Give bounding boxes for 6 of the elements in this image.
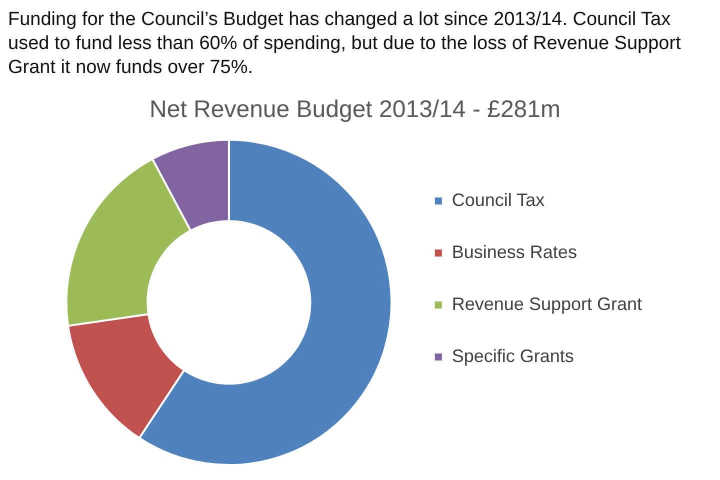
chart-title: Net Revenue Budget 2013/14 - £281m [150, 96, 560, 124]
legend-label: Specific Grants [452, 346, 574, 366]
legend-label: Council Tax [452, 190, 545, 210]
text: Funding for the Council’s Budget has changed a lot since 2013/14. Council Tax used to fund less than 60% of spending, but due to the loss of Revenue Support Grant it now funds over 75%. [8, 8, 682, 80]
legend-label: Revenue Support Grant [452, 294, 642, 314]
legend-label: Business Rates [452, 242, 577, 262]
